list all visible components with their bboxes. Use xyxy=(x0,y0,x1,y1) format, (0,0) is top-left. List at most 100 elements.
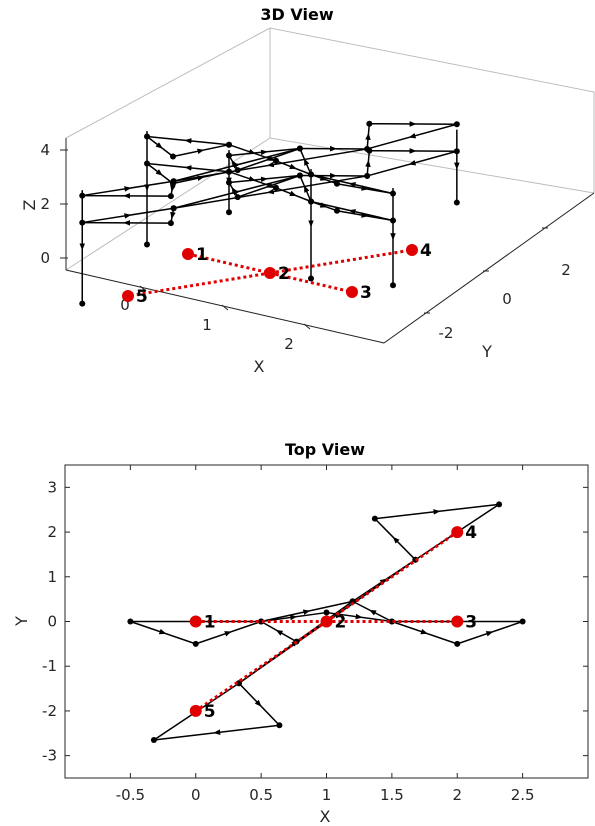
chart-top-view: Top View -0.5 0 0.5 1 1.5 2 2.5 3 2 1 0 -1 -2 -3 X Y… xyxy=(12,440,589,826)
red-link-3d xyxy=(269,248,413,275)
chart-3d-view: 3D View 4 2 0 Z 0 1 xyxy=(20,5,595,376)
y-tick-label: 0 xyxy=(47,613,57,631)
trajectory-3d-segment xyxy=(82,180,174,197)
x-tick-label: 1.5 xyxy=(380,786,404,804)
point-3d-marker xyxy=(346,286,358,298)
trajectory-3d-node xyxy=(334,207,340,214)
x-axis-label-top: X xyxy=(320,807,331,826)
y-tick-label: 2 xyxy=(47,523,57,541)
post-3d-foot xyxy=(144,241,150,248)
x-tick-label: 2.5 xyxy=(511,786,535,804)
post-3d-foot xyxy=(79,300,86,307)
trajectory-3d-node xyxy=(170,153,176,160)
trajectory-3d-node xyxy=(453,121,460,128)
point-3d-label: 5 xyxy=(136,287,148,307)
post-3d-foot xyxy=(390,282,396,289)
trajectory-3d-segment xyxy=(173,174,301,209)
z-tick-4: 4 xyxy=(40,141,50,159)
trajectory-3d-segment xyxy=(172,143,230,158)
red-link-3d xyxy=(187,252,271,275)
point-3d-marker xyxy=(406,244,418,256)
x-tick-0: 0 xyxy=(120,296,130,314)
trajectory-node xyxy=(519,618,526,625)
trajectory-3d-node xyxy=(366,120,373,127)
axes-lines-3d xyxy=(65,138,595,344)
trajectory-3d-node xyxy=(170,178,177,185)
trajectory-node xyxy=(454,640,461,647)
trajectory-3d-segment xyxy=(366,123,458,150)
points-top: 1 2 3 4 5 xyxy=(189,523,477,722)
y-axis-label-top: Y xyxy=(12,616,31,627)
x-tick-label: -0.5 xyxy=(116,786,145,804)
y-tick-neg2: -2 xyxy=(439,324,454,342)
red-link-3d xyxy=(269,271,353,294)
point-3d-marker xyxy=(264,267,276,279)
y-axis-3d: -2 0 2 Y xyxy=(424,227,571,361)
trajectory-3d-node xyxy=(170,205,177,212)
trajectory-node xyxy=(192,640,199,647)
trajectory-3d-node xyxy=(226,141,232,148)
point-3d-marker xyxy=(182,248,194,260)
point-marker xyxy=(189,615,202,628)
trajectory-3d-segment xyxy=(82,194,171,197)
trajectory-3d-segment xyxy=(310,200,394,222)
trajectory-node xyxy=(127,618,134,625)
y-tick-0: 0 xyxy=(502,290,512,308)
point-3d-label: 3 xyxy=(360,283,372,303)
x-tick-label: 1 xyxy=(322,786,332,804)
trajectory-node xyxy=(276,722,283,729)
trajectory-3d-segment xyxy=(146,135,230,146)
x-tick-label: 0.5 xyxy=(249,786,273,804)
x-tick-1: 1 xyxy=(202,316,212,334)
y-tick-2: 2 xyxy=(561,261,571,279)
trajectory-3d-node xyxy=(364,145,371,152)
x-axis-3d: 0 1 2 X xyxy=(120,285,311,376)
y-tick-label: -1 xyxy=(42,657,57,675)
x-axis-top: -0.5 0 0.5 1 1.5 2 2.5 xyxy=(116,465,535,804)
trajectory-3d-segment xyxy=(146,162,174,185)
x-tick-label: 2 xyxy=(452,786,462,804)
trajectory-3d xyxy=(79,120,460,307)
point-label: 4 xyxy=(465,523,477,543)
trajectory-3d-node xyxy=(273,184,279,191)
red-link xyxy=(194,620,328,713)
trajectory-3d-node xyxy=(273,157,279,164)
trajectory-node xyxy=(150,736,157,743)
trajectory-3d-segment xyxy=(366,123,371,150)
z-tick-2: 2 xyxy=(40,195,50,213)
point-label: 5 xyxy=(204,702,216,722)
trajectory-node xyxy=(323,609,330,616)
red-links-3d xyxy=(127,248,413,298)
trajectory-3d-segment xyxy=(173,147,301,182)
red-links-top xyxy=(194,530,459,713)
trajectory-3d-node xyxy=(334,180,340,187)
post-3d-foot xyxy=(226,209,232,216)
trajectory-3d-node xyxy=(167,220,174,227)
point-marker xyxy=(451,526,464,539)
y-axis-label-3d: Y xyxy=(481,342,492,361)
point-3d-label: 4 xyxy=(420,241,432,261)
post-3d-foot xyxy=(308,275,314,282)
z-axis-label: Z xyxy=(20,199,39,210)
points-3d: 1 2 3 4 5 xyxy=(122,241,432,307)
y-tick-label: 3 xyxy=(47,478,57,496)
red-link-3d xyxy=(127,271,271,298)
trajectory-node xyxy=(371,515,378,522)
point-label: 1 xyxy=(204,613,216,633)
z-tick-0: 0 xyxy=(40,249,50,267)
point-marker xyxy=(189,704,202,717)
red-link xyxy=(325,530,459,623)
x-tick-label: 0 xyxy=(191,786,201,804)
trajectory-3d-node xyxy=(364,172,371,179)
chart-top-title: Top View xyxy=(285,440,365,459)
trajectory-3d-segment xyxy=(146,135,174,158)
y-tick-label: -2 xyxy=(42,702,57,720)
trajectory-3d-node xyxy=(167,193,174,200)
chart-3d-title: 3D View xyxy=(260,5,333,24)
post-3d-foot xyxy=(453,199,460,206)
trajectory-3d-segment xyxy=(82,207,174,224)
x-tick-2: 2 xyxy=(284,335,294,353)
point-label: 3 xyxy=(465,613,477,633)
y-tick-label: 1 xyxy=(47,568,57,586)
